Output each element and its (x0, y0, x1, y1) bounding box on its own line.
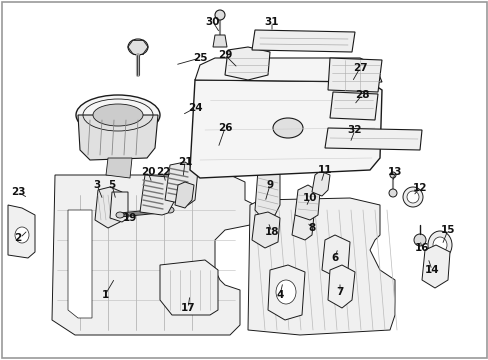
Polygon shape (224, 47, 269, 80)
Text: 16: 16 (414, 243, 428, 253)
Polygon shape (164, 162, 198, 205)
Text: 2: 2 (14, 233, 21, 243)
Ellipse shape (413, 234, 425, 246)
Text: 22: 22 (156, 167, 170, 177)
Ellipse shape (76, 95, 160, 135)
Text: 10: 10 (302, 193, 317, 203)
Polygon shape (311, 171, 329, 196)
Polygon shape (140, 175, 178, 215)
Polygon shape (106, 158, 132, 178)
Ellipse shape (402, 187, 422, 207)
Polygon shape (325, 128, 421, 150)
Text: 3: 3 (93, 180, 101, 190)
Text: 24: 24 (187, 103, 202, 113)
Text: 15: 15 (440, 225, 454, 235)
Polygon shape (291, 210, 313, 240)
Text: 31: 31 (264, 17, 279, 27)
Text: 9: 9 (266, 180, 273, 190)
Text: 11: 11 (317, 165, 331, 175)
Text: 8: 8 (308, 223, 315, 233)
Ellipse shape (116, 212, 124, 218)
Polygon shape (175, 182, 194, 208)
Polygon shape (254, 168, 280, 218)
Ellipse shape (427, 231, 451, 259)
Text: 7: 7 (336, 287, 343, 297)
Ellipse shape (165, 207, 174, 213)
Polygon shape (321, 235, 349, 278)
Text: 21: 21 (177, 157, 192, 167)
Polygon shape (52, 175, 254, 335)
Text: 25: 25 (192, 53, 207, 63)
Text: 30: 30 (205, 17, 220, 27)
Text: 17: 17 (181, 303, 195, 313)
Text: 20: 20 (141, 167, 155, 177)
Ellipse shape (93, 104, 142, 126)
Text: 14: 14 (424, 265, 438, 275)
Polygon shape (8, 205, 35, 258)
Polygon shape (251, 30, 354, 52)
Polygon shape (110, 192, 128, 222)
Text: 18: 18 (264, 227, 279, 237)
Ellipse shape (406, 191, 418, 203)
Text: 4: 4 (276, 290, 283, 300)
Text: 19: 19 (122, 213, 137, 223)
Polygon shape (421, 245, 449, 288)
Polygon shape (329, 92, 377, 120)
Polygon shape (195, 58, 381, 82)
Polygon shape (95, 187, 122, 228)
Polygon shape (327, 265, 354, 308)
Ellipse shape (15, 227, 29, 243)
Polygon shape (190, 80, 381, 178)
Polygon shape (213, 35, 226, 47)
Ellipse shape (128, 39, 148, 55)
Ellipse shape (215, 10, 224, 20)
Text: 32: 32 (347, 125, 362, 135)
Text: 26: 26 (217, 123, 232, 133)
Text: 6: 6 (331, 253, 338, 263)
Polygon shape (78, 115, 158, 160)
Polygon shape (267, 265, 305, 320)
Ellipse shape (389, 172, 395, 178)
Ellipse shape (388, 189, 396, 197)
Polygon shape (251, 212, 280, 248)
Polygon shape (327, 58, 381, 92)
Text: 12: 12 (412, 183, 427, 193)
Text: 13: 13 (387, 167, 402, 177)
Text: 28: 28 (354, 90, 368, 100)
Polygon shape (294, 185, 319, 220)
Text: 27: 27 (352, 63, 366, 73)
Text: 29: 29 (217, 50, 232, 60)
Ellipse shape (272, 118, 303, 138)
Polygon shape (160, 260, 218, 315)
Text: 1: 1 (101, 290, 108, 300)
Text: 5: 5 (108, 180, 115, 190)
Polygon shape (247, 198, 394, 335)
Text: 23: 23 (11, 187, 25, 197)
Ellipse shape (432, 237, 446, 253)
Ellipse shape (275, 280, 295, 304)
Polygon shape (68, 210, 92, 318)
